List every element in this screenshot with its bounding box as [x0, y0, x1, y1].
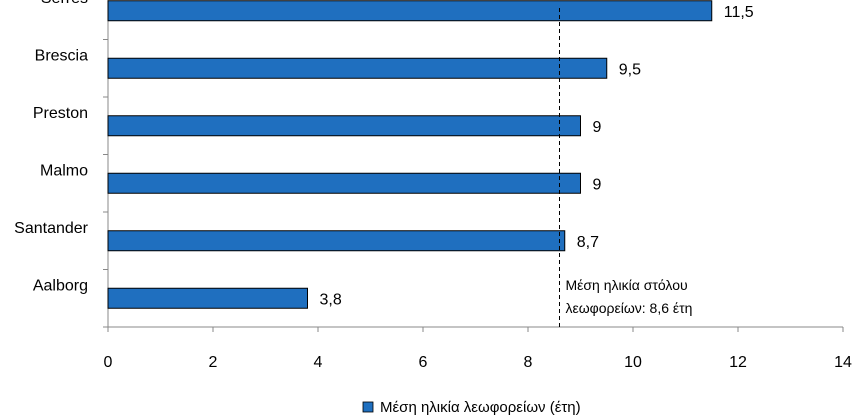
legend: Μέση ηλικία λεωφορείων (έτη) — [362, 399, 581, 416]
reference-line-label: Μέση ηλικία στόλου — [566, 277, 688, 293]
legend-swatch — [362, 401, 374, 413]
value-label: 11,5 — [724, 4, 754, 21]
value-label: 9 — [593, 119, 602, 136]
x-tick-label: 10 — [624, 354, 642, 371]
value-label: 3,8 — [320, 291, 342, 308]
x-tick-label: 6 — [419, 354, 428, 371]
x-tick-label: 12 — [729, 354, 747, 371]
value-label: 8,7 — [577, 234, 599, 251]
x-tick-label: 14 — [834, 354, 852, 371]
bar-brescia — [107, 57, 608, 79]
category-label: Malmo — [40, 162, 88, 179]
category-label: Brescia — [35, 47, 88, 64]
x-tick-label: 8 — [524, 354, 533, 371]
value-label: 9 — [593, 176, 602, 193]
x-tick-label: 4 — [314, 354, 323, 371]
x-tick-label: 2 — [209, 354, 218, 371]
legend-label: Μέση ηλικία λεωφορείων (έτη) — [380, 399, 581, 416]
bar-serres — [107, 0, 713, 22]
x-tick-label: 0 — [104, 354, 113, 371]
bar-malmo — [107, 172, 581, 194]
bar-santander — [107, 230, 566, 252]
reference-line-label: λεωφορείων: 8,6 έτη — [566, 300, 693, 316]
category-label: Preston — [33, 105, 88, 122]
value-label: 9,5 — [619, 61, 641, 78]
plot-area: 0 2 4 6 8 10 12 14 Serres 11,5 Brescia 9,5 Preston 9 M… — [14, 0, 852, 371]
bar-preston — [107, 115, 581, 137]
bar-aalborg — [107, 287, 308, 309]
category-label: Santander — [14, 220, 89, 237]
category-label: Serres — [41, 0, 88, 7]
category-label: Aalborg — [33, 277, 88, 294]
